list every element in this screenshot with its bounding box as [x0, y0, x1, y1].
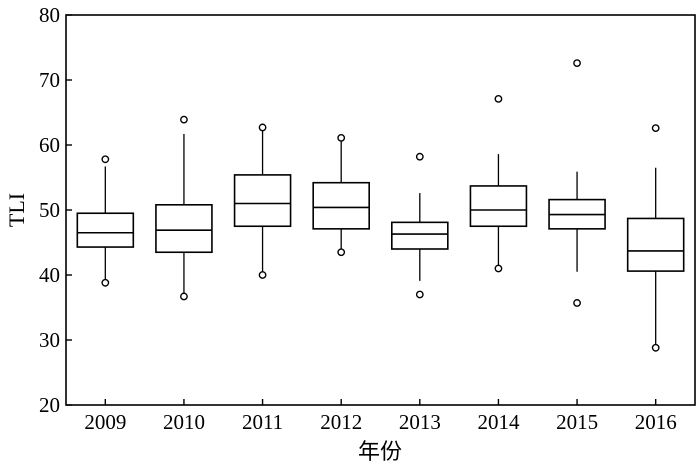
x-axis-title: 年份 — [358, 439, 402, 464]
iqr-box — [626, 217, 685, 272]
x-tick-label: 2014 — [477, 410, 520, 434]
y-tick-label: 40 — [39, 263, 60, 287]
outlier-point — [494, 94, 503, 103]
x-tick-label: 2013 — [399, 410, 441, 434]
outlier-point — [494, 264, 503, 273]
outlier-point — [258, 271, 267, 279]
y-tick-label: 30 — [39, 328, 60, 352]
y-tick-label: 20 — [39, 393, 60, 417]
y-tick-label: 80 — [39, 3, 60, 27]
iqr-box — [312, 181, 370, 230]
iqr-box — [469, 185, 528, 228]
outlier-point — [101, 155, 110, 164]
box-series — [76, 59, 685, 352]
box-2010 — [155, 115, 213, 301]
box-2014 — [469, 94, 528, 273]
box-2013 — [391, 152, 449, 299]
x-tick-label: 2015 — [556, 410, 598, 434]
y-tick-label: 60 — [39, 133, 60, 157]
iqr-box — [233, 174, 292, 228]
iqr-box — [155, 204, 213, 254]
outlier-point — [651, 343, 660, 352]
box-2015 — [548, 59, 606, 307]
outlier-point — [415, 152, 424, 161]
outlier-point — [258, 123, 267, 132]
outlier-point — [415, 290, 424, 299]
box-2012 — [312, 133, 370, 257]
outlier-point — [337, 133, 346, 142]
x-tick-label: 2016 — [635, 410, 677, 434]
y-axis-title: TLI — [4, 193, 29, 227]
outlier-point — [573, 299, 581, 307]
x-tick-label: 2010 — [163, 410, 205, 434]
y-tick-label: 70 — [39, 68, 60, 92]
box-2009 — [76, 155, 135, 287]
outlier-point — [180, 292, 188, 301]
outlier-point — [651, 124, 660, 133]
outlier-point — [180, 115, 188, 124]
x-tick-label: 2009 — [84, 410, 126, 434]
axis-ticks: 20 30 40 50 60 70 80 2009 2010 2011 2012 2013 2014 20… — [39, 3, 677, 434]
outlier-point — [101, 278, 110, 287]
box-2016 — [626, 124, 685, 352]
y-tick-label: 50 — [39, 198, 60, 222]
outlier-point — [337, 248, 346, 257]
outlier-point — [573, 59, 581, 67]
box-2011 — [233, 123, 292, 279]
x-tick-label: 2011 — [242, 410, 283, 434]
iqr-box — [391, 221, 449, 250]
x-tick-label: 2012 — [320, 410, 362, 434]
iqr-box — [76, 212, 135, 248]
